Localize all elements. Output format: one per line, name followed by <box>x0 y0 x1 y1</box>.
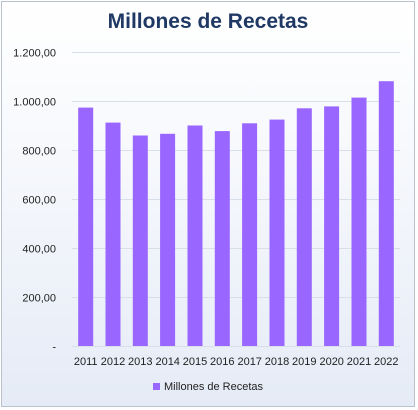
y-tick-label: 400,00 <box>22 244 56 256</box>
y-tick-label: 1.200,00 <box>13 48 56 60</box>
bar-2013 <box>132 135 148 346</box>
bar-2018 <box>269 119 285 346</box>
y-tick-label: 600,00 <box>22 195 56 207</box>
y-tick-label: - <box>52 342 56 354</box>
bar-2017 <box>242 123 258 346</box>
x-tick-label: 2015 <box>183 356 207 368</box>
bar-2015 <box>187 125 203 346</box>
x-axis-tick-labels: 2011 2012 2013 2014 2015 2016 2017 2018 2019 2020… <box>74 356 399 368</box>
x-tick-label: 2019 <box>292 356 316 368</box>
bar-2020 <box>324 106 340 347</box>
x-tick-label: 2020 <box>319 356 343 368</box>
x-tick-label: 2012 <box>101 356 125 368</box>
bar-2019 <box>296 108 312 346</box>
x-tick-label: 2013 <box>128 356 152 368</box>
y-tick-label: 200,00 <box>22 293 56 305</box>
bar-2021 <box>351 97 367 346</box>
x-tick-label: 2021 <box>347 356 371 368</box>
x-tick-label: 2022 <box>374 356 398 368</box>
x-tick-label: 2014 <box>155 356 179 368</box>
legend-swatch <box>152 383 160 390</box>
x-tick-label: 2016 <box>210 356 234 368</box>
y-tick-label: 800,00 <box>22 146 56 158</box>
bar-2022 <box>378 81 394 346</box>
grid-lines <box>72 52 400 347</box>
x-tick-label: 2018 <box>265 356 289 368</box>
chart-title: Millones de Recetas <box>107 10 309 33</box>
x-tick-label: 2017 <box>237 356 261 368</box>
y-tick-label: 1.000,00 <box>13 97 56 109</box>
legend-label: Millones de Recetas <box>163 381 264 393</box>
bar-2011 <box>78 107 94 346</box>
bar-2012 <box>105 122 121 346</box>
x-tick-label: 2011 <box>74 356 98 368</box>
y-axis-tick-labels: - 200,00 400,00 600,00 800,00 1.000,00 1.200,0… <box>13 48 56 354</box>
legend: Millones de Recetas <box>0 381 416 393</box>
bar-2014 <box>160 133 176 346</box>
bars <box>78 81 394 347</box>
bar-2016 <box>214 131 230 346</box>
